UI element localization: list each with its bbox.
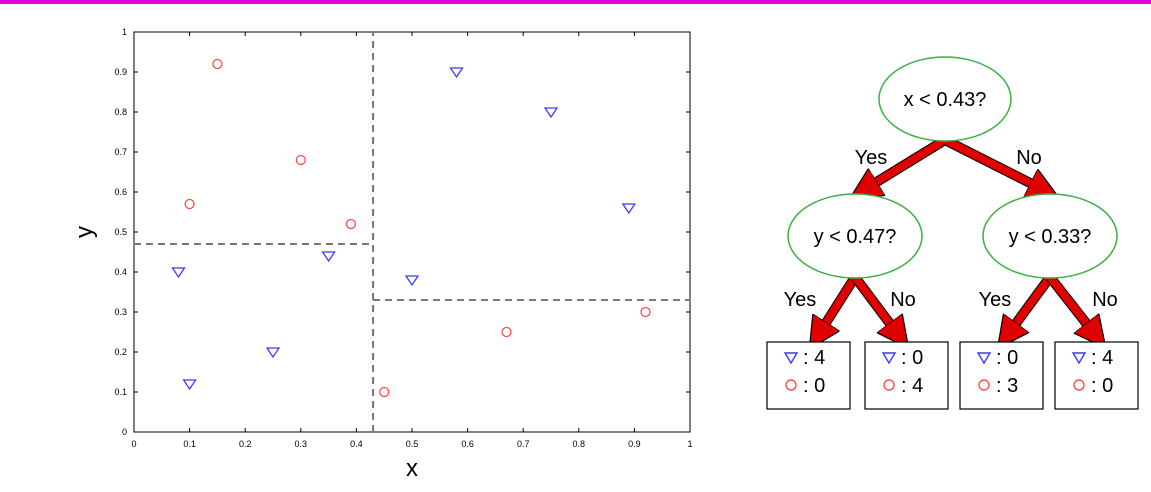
triangle-marker-icon	[1071, 352, 1087, 365]
triangle-point	[621, 203, 637, 215]
x-tick-label: 0.1	[183, 439, 196, 449]
y-tick-label: 0.7	[114, 147, 127, 157]
circle-marker-icon	[978, 379, 990, 391]
leaf-3-circle-count: : 3	[996, 375, 1018, 397]
tree-leaf-1: : 4 : 0	[766, 341, 851, 410]
edge-label-root-right: No	[1016, 147, 1042, 169]
edge-left-left-arrow	[817, 274, 859, 337]
triangle-point	[182, 379, 197, 391]
circle-marker-icon	[1073, 379, 1085, 391]
edge-label-root-left: Yes	[855, 147, 888, 169]
leaf-1-circle-count: : 0	[803, 375, 825, 397]
leaf-4-circle-count: : 0	[1091, 375, 1113, 397]
scatter-plot: 0 0.1 0.2 0.3 0.4 0.5 0.6 0.7 0.8 0.9 1 0 0.1 0.2 0.3…	[71, 27, 693, 482]
edge-root-left-arrow	[862, 136, 948, 191]
triangle-point	[404, 275, 420, 287]
top-accent-rule	[0, 0, 1151, 4]
x-tick-label: 0.6	[461, 439, 474, 449]
circle-point	[212, 58, 223, 70]
tree-leaf-4: : 4 : 0	[1054, 341, 1139, 410]
y-tick-label: 0.1	[114, 387, 127, 397]
tree-leaf-3: : 0 : 3	[959, 341, 1044, 410]
edge-right-right-arrow	[1046, 274, 1097, 337]
x-tick-label: 0.5	[406, 439, 419, 449]
split-lines	[134, 32, 690, 432]
edge-label-left-right: No	[890, 289, 916, 311]
plot-frame	[133, 31, 691, 433]
tree-node-right: y < 0.33?	[982, 193, 1118, 279]
y-tick-label: 0.5	[114, 227, 127, 237]
x-tick-label: 0.3	[295, 439, 308, 449]
x-tick-label: 0.7	[517, 439, 530, 449]
x-tick-label: 0	[131, 439, 136, 449]
tree-node-root: x < 0.43?	[878, 56, 1012, 142]
triangle-marker-icon	[783, 352, 799, 365]
edge-right-left-arrow	[1006, 274, 1054, 337]
tree-node-left: y < 0.47?	[787, 193, 923, 279]
y-tick-label: 0.3	[114, 307, 127, 317]
y-tick-label: 0.4	[114, 267, 127, 277]
y-axis-ticks: 0 0.1 0.2 0.3 0.4 0.5 0.6 0.7 0.8 0.9 1	[114, 27, 690, 437]
circle-point	[295, 154, 306, 166]
triangle-marker-icon	[976, 352, 992, 365]
x-axis-label: x	[406, 455, 418, 482]
leaf-2-triangle-count: : 0	[901, 347, 923, 369]
circle-point	[640, 306, 651, 318]
circle-point	[501, 326, 512, 338]
circle-point	[345, 218, 356, 230]
data-points	[171, 58, 651, 398]
triangle-point	[449, 67, 464, 79]
y-tick-label: 0.6	[114, 187, 127, 197]
y-tick-label: 0.9	[114, 67, 127, 77]
circle-marker-icon	[785, 379, 797, 391]
circle-point	[379, 386, 390, 398]
edge-label-right-left: Yes	[979, 289, 1012, 311]
tree-node-root-label: x < 0.43?	[904, 89, 987, 111]
x-tick-label: 1	[687, 439, 692, 449]
triangle-point	[543, 107, 559, 119]
y-tick-label: 0	[122, 427, 127, 437]
leaf-1-triangle-count: : 4	[803, 347, 825, 369]
triangle-point	[321, 251, 336, 263]
y-tick-label: 1	[122, 27, 127, 37]
leaf-2-circle-count: : 4	[901, 375, 923, 397]
x-tick-label: 0.9	[628, 439, 641, 449]
edge-label-left-left: Yes	[784, 289, 817, 311]
edge-label-right-right: No	[1092, 289, 1118, 311]
edge-left-right-arrow	[851, 274, 900, 337]
circle-marker-icon	[883, 379, 895, 391]
y-tick-label: 0.2	[114, 347, 127, 357]
leaf-3-triangle-count: : 0	[996, 347, 1018, 369]
x-tick-label: 0.2	[239, 439, 252, 449]
tree-node-left-label: y < 0.47?	[814, 226, 897, 248]
tree-node-right-label: y < 0.33?	[1009, 226, 1092, 248]
tree-leaf-2: : 0 : 4	[864, 341, 949, 410]
circle-point	[184, 198, 195, 210]
y-axis-label: y	[71, 226, 98, 238]
tree-edges	[817, 135, 1097, 337]
x-tick-label: 0.4	[350, 439, 363, 449]
triangle-point	[171, 267, 186, 279]
y-tick-label: 0.8	[114, 107, 127, 117]
leaf-4-triangle-count: : 4	[1091, 347, 1113, 369]
triangle-point	[265, 347, 281, 359]
triangle-marker-icon	[881, 352, 897, 365]
x-axis-ticks: 0 0.1 0.2 0.3 0.4 0.5 0.6 0.7 0.8 0.9 1	[131, 32, 693, 449]
x-tick-label: 0.8	[573, 439, 586, 449]
edge-root-right-arrow	[943, 136, 1046, 191]
